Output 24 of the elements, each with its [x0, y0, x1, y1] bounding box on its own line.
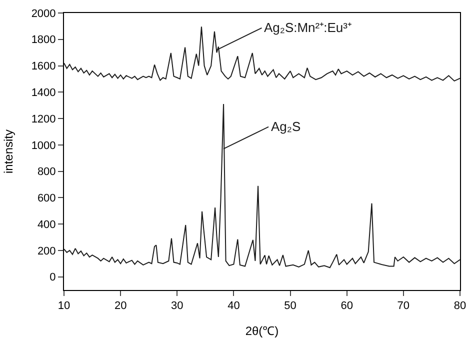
x-tick-label: 30	[171, 300, 184, 312]
y-tick-label: 1600	[31, 60, 56, 73]
x-tick-label: 10	[58, 300, 70, 312]
y-tick-label: 400	[37, 218, 56, 231]
y-tick-label: 1400	[31, 86, 56, 99]
y-tick-label: 1800	[31, 34, 56, 46]
y-tick-label: 200	[37, 245, 56, 258]
y-tick-label: 800	[37, 166, 56, 178]
x-tick-label: 40	[228, 300, 240, 312]
y-axis-title: intensity	[2, 129, 16, 174]
y-tick-label: 2000	[31, 8, 56, 20]
x-tick-label: 60	[340, 300, 353, 312]
annotation: Ag₂S	[271, 119, 301, 134]
x-axis-title: 2θ(℃)	[245, 324, 279, 338]
y-tick-label: 600	[37, 192, 56, 205]
y-tick-label: 1000	[31, 140, 56, 152]
y-tick-label: 1200	[31, 113, 56, 126]
x-tick-label: 20	[114, 300, 127, 312]
x-tick-label: 70	[397, 300, 410, 312]
y-tick-label: 0	[50, 272, 56, 284]
x-tick-label: 80	[454, 300, 466, 312]
annotation: Ag₂S:Mn²⁺:Eu³⁺	[264, 20, 352, 35]
line-series	[64, 104, 460, 268]
x-tick-label: 50	[284, 300, 296, 312]
